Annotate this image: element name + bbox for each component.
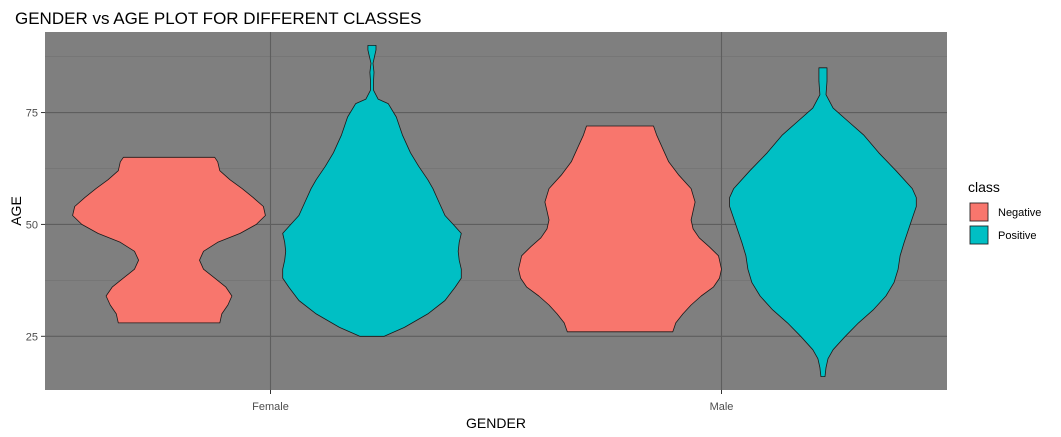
y-axis-title: AGE xyxy=(8,196,24,226)
legend-label-negative: Negative xyxy=(998,207,1041,219)
chart-title: GENDER vs AGE PLOT FOR DIFFERENT CLASSES xyxy=(15,9,422,28)
violin-positive-male xyxy=(729,67,917,377)
x-axis-ticks: Female Male xyxy=(252,390,733,413)
violin-positive-female xyxy=(282,45,462,337)
y-tick-label: 50 xyxy=(26,219,38,231)
legend-swatch-negative xyxy=(969,202,989,222)
legend: class Negative Positive xyxy=(968,179,1041,245)
y-axis-ticks: 25 50 75 xyxy=(26,108,45,343)
legend-label-positive: Positive xyxy=(998,230,1037,242)
legend-title: class xyxy=(968,179,1000,195)
x-tick-label: Female xyxy=(252,401,289,413)
y-tick-label: 25 xyxy=(26,331,38,343)
violin-negative-male xyxy=(518,125,722,333)
x-axis-title: GENDER xyxy=(466,415,526,431)
violins-layer xyxy=(72,45,917,377)
violin-negative-female xyxy=(72,156,266,324)
legend-swatch-positive xyxy=(969,225,989,245)
grid-lines xyxy=(45,32,947,390)
y-tick-label: 75 xyxy=(26,108,38,120)
x-tick-label: Male xyxy=(710,401,734,413)
